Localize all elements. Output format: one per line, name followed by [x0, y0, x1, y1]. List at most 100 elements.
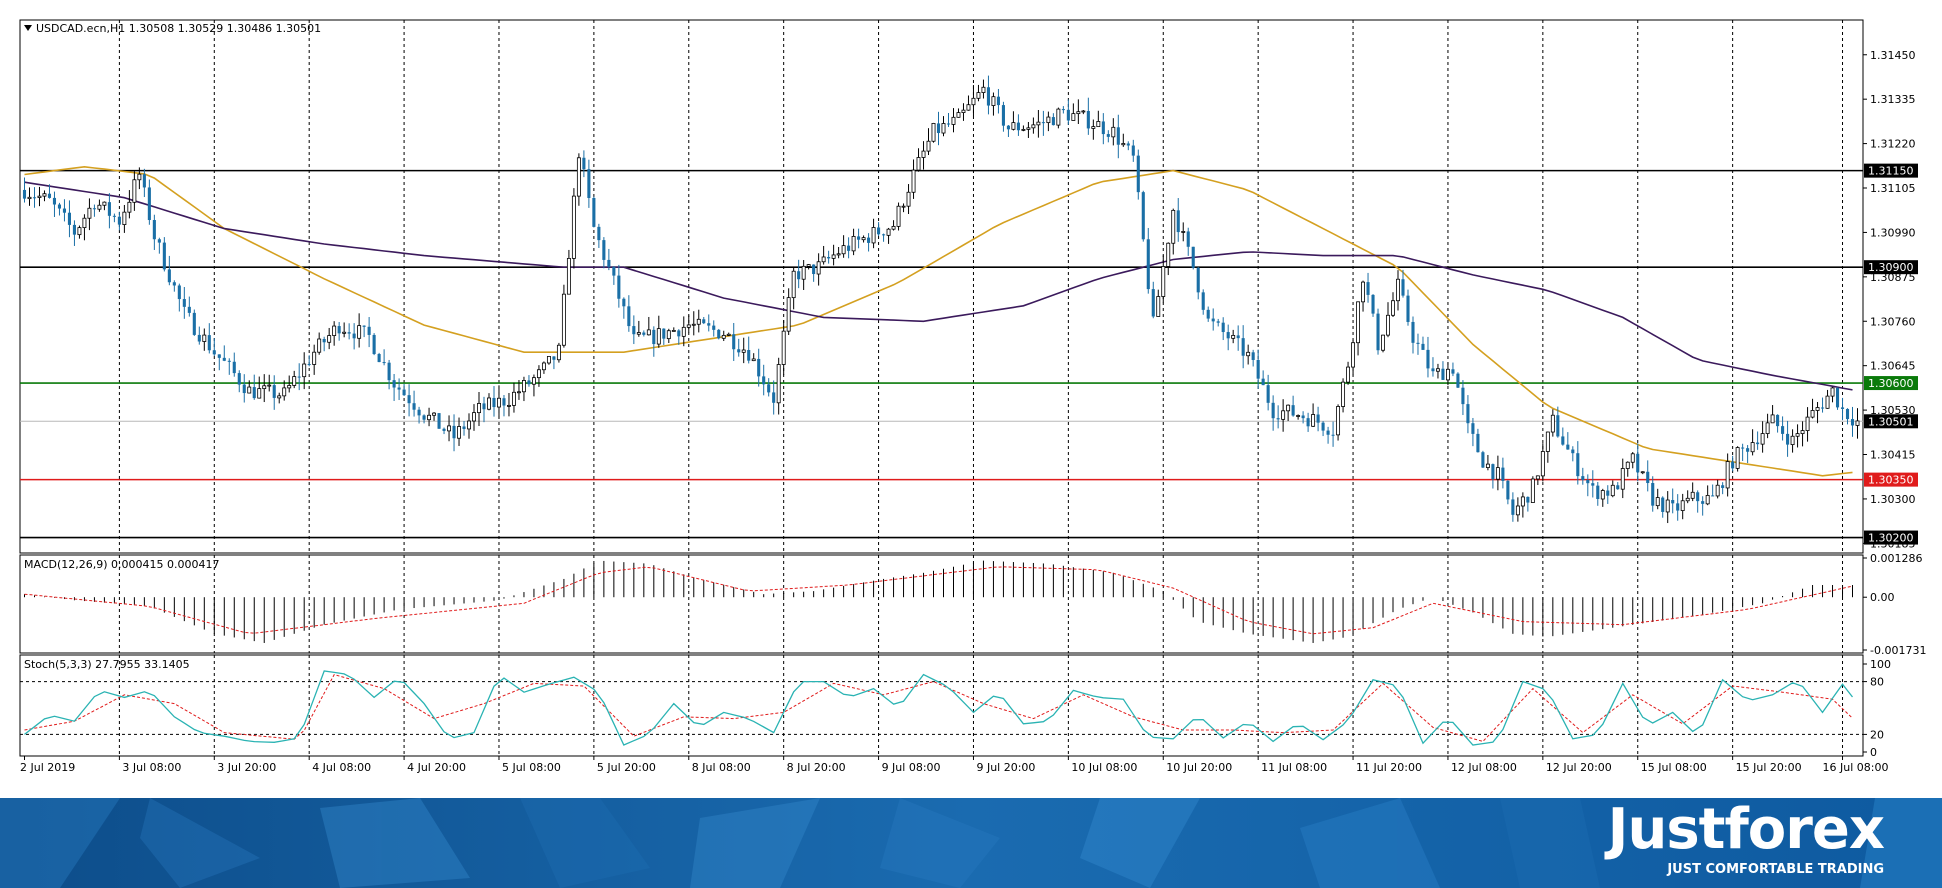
candle	[1571, 446, 1575, 462]
candle-body	[1036, 121, 1041, 126]
candle	[297, 363, 301, 391]
candle	[1066, 99, 1070, 125]
chevron-down-icon[interactable]	[24, 25, 32, 31]
candle	[981, 79, 986, 99]
candle	[877, 222, 881, 237]
candle-body	[1696, 492, 1700, 502]
candle-body	[1111, 126, 1116, 138]
candle-body	[916, 157, 921, 171]
candle	[911, 159, 916, 199]
candle	[107, 193, 111, 229]
candle	[477, 391, 481, 426]
candle-body	[1056, 108, 1061, 126]
candle	[1545, 431, 1550, 463]
candle-body	[472, 412, 476, 422]
candle	[177, 283, 181, 312]
time-tick-label: 10 Jul 20:00	[1166, 761, 1232, 774]
candle-body	[821, 256, 826, 263]
candle	[1021, 125, 1026, 132]
candle-body	[911, 169, 916, 193]
candle-body	[1366, 282, 1370, 295]
candle-body	[117, 216, 121, 225]
candle-body	[1266, 385, 1270, 403]
candle	[52, 191, 57, 217]
candle-body	[372, 334, 376, 355]
candle	[1790, 429, 1795, 453]
candle	[1655, 488, 1660, 510]
candle	[1770, 405, 1775, 424]
candle	[776, 357, 781, 415]
candle	[691, 311, 696, 336]
candle	[47, 184, 52, 199]
candle-body	[1765, 422, 1770, 434]
candle	[891, 220, 896, 231]
candle-body	[961, 109, 966, 113]
candle	[1690, 482, 1695, 502]
candle	[841, 235, 846, 258]
candle-body	[377, 354, 381, 363]
candle-body	[566, 257, 571, 295]
candle-body	[1276, 418, 1280, 420]
candle-body	[97, 204, 102, 210]
candle-body	[1406, 295, 1410, 322]
candle	[986, 75, 990, 115]
candle-body	[432, 412, 436, 416]
candle-body	[671, 330, 676, 332]
candle-body	[801, 265, 806, 280]
candle	[457, 417, 461, 446]
candle	[1191, 246, 1195, 270]
candle	[382, 349, 386, 366]
candle-body	[946, 123, 951, 125]
price-tick-label: 1.30530	[1870, 404, 1916, 417]
candle-body	[896, 205, 901, 227]
candle-body	[691, 323, 696, 326]
candle-body	[871, 227, 876, 244]
time-tick-label: 8 Jul 20:00	[787, 761, 846, 774]
level-price-tag: 1.30501	[1864, 414, 1918, 429]
candle	[447, 415, 451, 442]
candle	[587, 159, 591, 208]
candle	[1006, 125, 1010, 137]
candle-body	[327, 335, 332, 343]
candle-body	[607, 259, 611, 267]
candle-body	[1561, 436, 1565, 445]
candle-body	[1506, 480, 1510, 500]
candle-body	[686, 324, 691, 328]
candle	[217, 354, 221, 371]
candle	[367, 317, 371, 348]
candle	[1850, 406, 1855, 437]
candle-body	[831, 254, 836, 259]
banner-decoration	[0, 798, 1600, 888]
price-axis: 1.314501.313351.312201.311051.309901.308…	[1863, 49, 1918, 550]
candle-body	[162, 242, 166, 270]
candle	[372, 333, 376, 356]
candle	[1356, 301, 1360, 356]
candle-body	[512, 391, 516, 406]
candle-body	[522, 380, 526, 393]
time-tick-label: 11 Jul 20:00	[1356, 761, 1422, 774]
candle-body	[1351, 342, 1355, 368]
candle-body	[582, 157, 586, 170]
candle-body	[1331, 434, 1335, 436]
candle	[1071, 103, 1076, 121]
candle	[1416, 333, 1420, 355]
candle-body	[202, 334, 207, 342]
candle-body	[1401, 279, 1405, 296]
candle	[707, 314, 711, 332]
candle	[847, 237, 851, 259]
candle	[812, 264, 816, 282]
candlesticks	[22, 75, 1860, 524]
candle-body	[851, 235, 856, 252]
candle-body	[677, 330, 681, 337]
candle	[951, 108, 956, 133]
candle-body	[541, 362, 546, 371]
stoch-main-line	[24, 670, 1854, 746]
candle	[1845, 408, 1850, 425]
candle	[1625, 461, 1630, 477]
candle-body	[1216, 321, 1220, 323]
level-price-tag: 1.30600	[1864, 376, 1918, 391]
candle	[636, 320, 641, 337]
candle	[1146, 227, 1150, 294]
candle	[337, 322, 341, 341]
candle	[232, 352, 236, 377]
